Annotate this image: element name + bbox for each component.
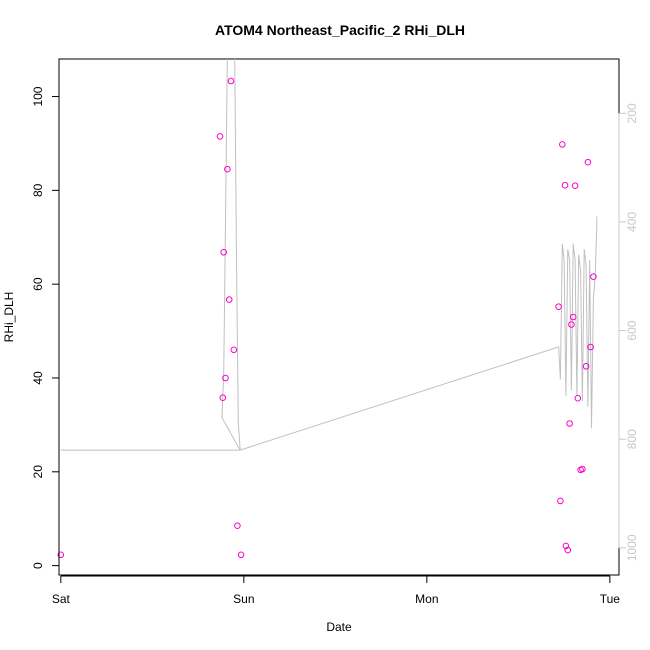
data-point (224, 165, 231, 173)
y-tick-label: 60 (31, 277, 45, 291)
x-tick-label: Tue (600, 592, 621, 606)
data-point (564, 546, 572, 554)
data-point (555, 303, 562, 311)
x-tick-label: Mon (415, 592, 438, 606)
data-point (587, 343, 594, 351)
y2-axis: 200 400 600 800 1000 (618, 103, 639, 561)
y-axis: 0 20 40 60 80 100 (31, 86, 60, 569)
data-point (220, 249, 227, 256)
chart-title: ATOM4 Northeast_Pacific_2 RHi_DLH (215, 22, 465, 38)
y-tick-label: 40 (31, 371, 45, 385)
y2-tick-label: 400 (625, 212, 639, 232)
data-point (230, 346, 238, 354)
data-point (216, 133, 224, 140)
y-tick-label: 80 (31, 183, 45, 197)
data-point (568, 321, 575, 328)
data-point (566, 420, 573, 427)
data-point (562, 542, 570, 550)
data-point (584, 158, 592, 166)
x-axis: Sat Sun Mon Tue (52, 575, 621, 606)
data-point (569, 313, 577, 321)
y2-tick-label: 1000 (625, 534, 639, 561)
rhi-points-series (57, 77, 597, 559)
data-point (227, 77, 235, 85)
data-point (219, 394, 227, 402)
data-point (237, 551, 245, 559)
x-tick-label: Sat (52, 592, 71, 606)
data-point (225, 296, 233, 303)
data-point (222, 374, 229, 382)
data-point (571, 182, 579, 189)
y-tick-label: 100 (31, 86, 45, 106)
x-axis-label: Date (326, 620, 352, 634)
data-point (579, 465, 586, 473)
data-point (57, 551, 65, 559)
pressure-line (60, 59, 598, 451)
y-tick-label: 20 (31, 465, 45, 479)
data-point (574, 394, 582, 402)
pressure-line-series (60, 59, 598, 451)
plot-frame (58, 58, 620, 576)
x-tick-label: Sun (233, 592, 254, 606)
data-point (590, 273, 597, 281)
y2-tick-label: 800 (625, 429, 639, 449)
data-point (582, 363, 590, 370)
data-point (234, 522, 241, 530)
y2-tick-label: 600 (625, 320, 639, 340)
y-axis-label: RHi_DLH (2, 292, 16, 343)
y-tick-label: 0 (31, 562, 45, 569)
data-point (559, 141, 566, 148)
data-point (557, 497, 564, 505)
y2-tick-label: 200 (625, 103, 639, 123)
data-point (561, 181, 569, 189)
